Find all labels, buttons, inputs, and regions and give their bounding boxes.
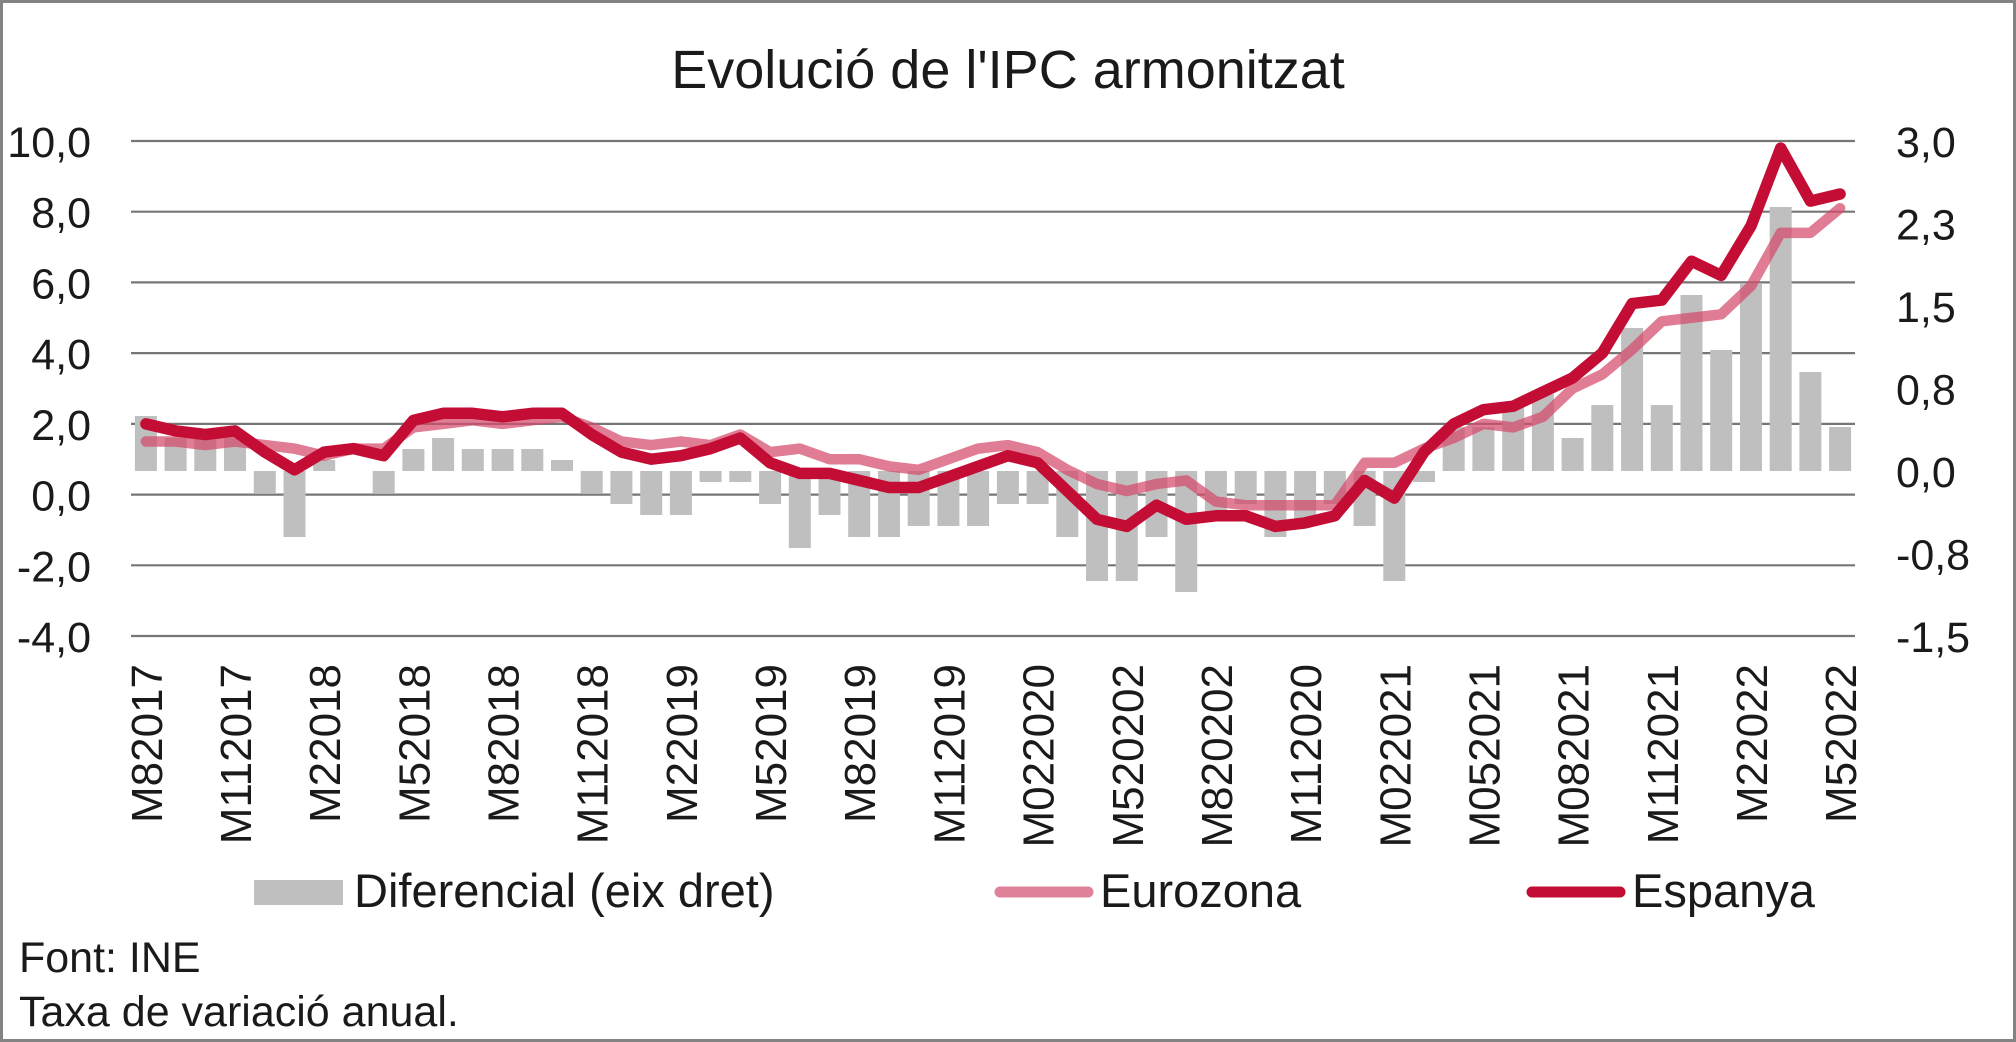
bar-diferencial bbox=[461, 449, 484, 471]
y-left-tick-label: 0,0 bbox=[31, 473, 91, 521]
x-tick-label: M112017 bbox=[212, 664, 261, 844]
legend-label-diferencial: Diferencial (eix dret) bbox=[354, 864, 775, 917]
legend-swatch-diferencial bbox=[254, 880, 343, 905]
gridlines bbox=[131, 139, 1855, 638]
bar-diferencial bbox=[253, 471, 276, 493]
bar-diferencial bbox=[313, 460, 336, 471]
bar-diferencial bbox=[1413, 471, 1435, 482]
bar-diferencial bbox=[372, 471, 395, 493]
bar-diferencial bbox=[402, 449, 425, 471]
y-left-tick-label: 6,0 bbox=[31, 260, 91, 308]
bar-diferencial bbox=[818, 471, 841, 515]
bar-diferencial bbox=[1026, 471, 1049, 504]
bar-diferencial bbox=[640, 471, 663, 515]
x-tick-label: M22019 bbox=[658, 664, 707, 823]
bar-diferencial bbox=[491, 449, 514, 471]
chart-title: Evolució de l'IPC armonitzat bbox=[671, 40, 1345, 100]
y-left-tick-label: 4,0 bbox=[31, 331, 91, 379]
y-left-tick-label: 8,0 bbox=[31, 190, 91, 238]
bar-diferencial bbox=[283, 471, 306, 537]
y-left-tick-label: 2,0 bbox=[31, 402, 91, 450]
y-axis-right-labels: 3,0 2,3 1,5 0,8 0,0 -0,8 -1,5 bbox=[1896, 119, 1970, 662]
legend-label-espanya: Espanya bbox=[1632, 864, 1816, 917]
bar-diferencial bbox=[1799, 372, 1822, 471]
y-right-tick-label: 0,0 bbox=[1896, 449, 1956, 497]
bar-diferencial bbox=[1175, 471, 1198, 592]
x-tick-label: M82019 bbox=[836, 664, 885, 823]
bar-diferencial bbox=[580, 471, 603, 493]
y-right-tick-label: 2,3 bbox=[1896, 202, 1956, 250]
bar-diferencial bbox=[1829, 427, 1852, 471]
bar-diferencial bbox=[1561, 438, 1584, 471]
x-tick-label: M22022 bbox=[1728, 664, 1777, 823]
bar-diferencial bbox=[1621, 328, 1644, 471]
x-tick-label: M520202 bbox=[1104, 664, 1153, 847]
bar-diferencial bbox=[996, 471, 1019, 504]
source-label: Font: INE bbox=[19, 934, 201, 982]
bar-diferencial bbox=[1769, 207, 1792, 471]
x-tick-label: M52018 bbox=[390, 664, 439, 823]
bar-diferencial bbox=[1710, 350, 1733, 471]
bar-diferencial bbox=[729, 471, 752, 482]
bar-diferencial bbox=[432, 438, 455, 471]
legend: Diferencial (eix dret) Eurozona Espanya bbox=[254, 864, 1816, 917]
x-tick-label: M112020 bbox=[1282, 664, 1331, 844]
x-axis-labels: M82017 M112017 M22018 M52018 M82018 M112018 M2… bbox=[123, 664, 1866, 847]
x-tick-label: M82018 bbox=[480, 664, 529, 823]
x-tick-label: M52022 bbox=[1817, 664, 1866, 823]
bar-diferencial bbox=[759, 471, 782, 504]
x-tick-label: M022020 bbox=[1015, 664, 1064, 847]
x-tick-label: M112019 bbox=[925, 664, 974, 844]
line-eurozona bbox=[140, 202, 1846, 511]
y-left-tick-label: -4,0 bbox=[17, 614, 91, 662]
bar-diferencial bbox=[967, 471, 990, 526]
y-right-tick-label: -1,5 bbox=[1896, 614, 1970, 662]
bars-diferencial bbox=[134, 207, 1852, 592]
x-tick-label: M022021 bbox=[1371, 664, 1420, 847]
line-espanya bbox=[140, 142, 1846, 533]
x-tick-label: M112021 bbox=[1639, 664, 1688, 844]
note-label: Taxa de variació anual. bbox=[19, 988, 459, 1036]
x-tick-label: M22018 bbox=[301, 664, 350, 823]
bar-diferencial bbox=[1294, 471, 1317, 526]
y-left-tick-label: 10,0 bbox=[7, 119, 91, 167]
y-right-tick-label: 3,0 bbox=[1896, 119, 1956, 167]
x-tick-label: M112018 bbox=[569, 664, 618, 844]
bar-diferencial bbox=[1650, 405, 1673, 471]
bar-diferencial bbox=[788, 471, 811, 548]
bar-diferencial bbox=[551, 460, 573, 471]
bar-diferencial bbox=[1472, 427, 1495, 471]
bar-diferencial bbox=[1680, 295, 1703, 471]
x-tick-label: M052021 bbox=[1460, 664, 1509, 847]
bar-diferencial bbox=[669, 471, 692, 515]
x-tick-label: M82017 bbox=[123, 664, 172, 823]
bar-diferencial bbox=[1234, 471, 1257, 504]
bar-diferencial bbox=[610, 471, 633, 504]
bar-diferencial bbox=[521, 449, 544, 471]
y-right-tick-label: 0,8 bbox=[1896, 367, 1956, 415]
y-right-tick-label: -0,8 bbox=[1896, 532, 1970, 580]
bar-diferencial bbox=[1591, 405, 1614, 471]
y-left-tick-label: -2,0 bbox=[17, 543, 91, 591]
x-tick-label: M52019 bbox=[747, 664, 796, 823]
bar-diferencial bbox=[1502, 405, 1525, 471]
y-axis-left-labels: 10,0 8,0 6,0 4,0 2,0 0,0 -2,0 -4,0 bbox=[7, 119, 91, 662]
x-tick-label: M820202 bbox=[1193, 664, 1242, 847]
bar-diferencial bbox=[1740, 284, 1762, 471]
bar-diferencial bbox=[699, 471, 722, 482]
y-right-tick-label: 1,5 bbox=[1896, 284, 1956, 332]
x-tick-label: M082021 bbox=[1550, 664, 1599, 847]
bar-diferencial bbox=[1086, 471, 1108, 581]
legend-label-eurozona: Eurozona bbox=[1100, 864, 1302, 917]
